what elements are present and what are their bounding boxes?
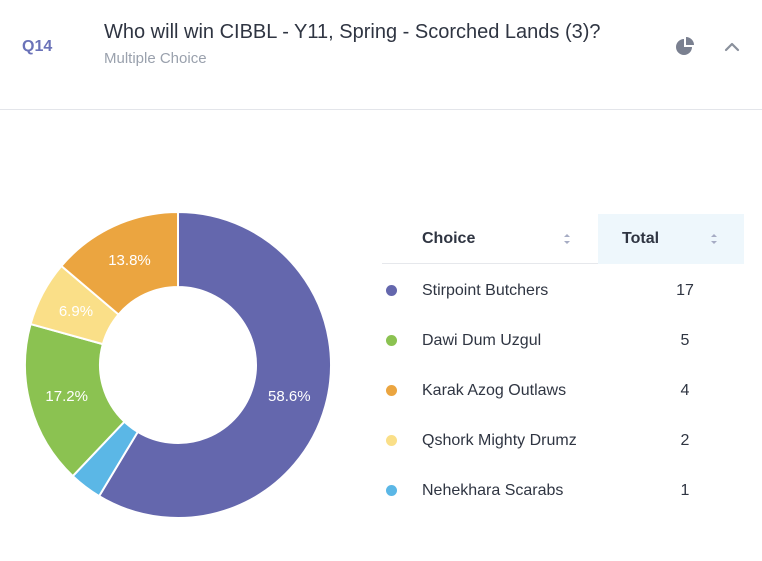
donut-chart: 58.6% 17.2% 6.9% 13.8% bbox=[18, 205, 338, 525]
legend-dot bbox=[386, 385, 397, 396]
slice-label: 58.6% bbox=[268, 388, 311, 405]
table-header: Choice Total bbox=[382, 214, 744, 264]
choice-total: 17 bbox=[676, 282, 694, 299]
choice-label: Dawi Dum Uzgul bbox=[422, 332, 542, 349]
question-number: Q14 bbox=[22, 38, 53, 55]
slice-label: 13.8% bbox=[108, 252, 151, 269]
pie-slice[interactable] bbox=[59, 210, 179, 316]
choice-label: Qshork Mighty Drumz bbox=[422, 432, 577, 449]
donut-chart-svg: 58.6% 17.2% 6.9% 13.8% bbox=[24, 210, 332, 519]
choice-label: Karak Azog Outlaws bbox=[422, 382, 567, 399]
column-header-choice[interactable]: Choice bbox=[422, 230, 476, 247]
legend-dot bbox=[386, 335, 397, 346]
table-row: Dawi Dum Uzgul 5 bbox=[382, 314, 744, 364]
choice-label: Nehekhara Scarabs bbox=[422, 482, 564, 499]
table-row: Karak Azog Outlaws 4 bbox=[382, 364, 744, 414]
pie-chart-icon[interactable] bbox=[674, 36, 696, 58]
question-title: Who will win CIBBL - Y11, Spring - Scorc… bbox=[104, 21, 601, 43]
choice-total: 2 bbox=[680, 432, 690, 449]
total-column-highlight bbox=[598, 214, 744, 264]
question-type: Multiple Choice bbox=[104, 50, 207, 67]
legend-dot bbox=[386, 485, 397, 496]
choice-total: 5 bbox=[680, 332, 690, 349]
choice-total: 1 bbox=[680, 482, 690, 499]
pie-slice[interactable] bbox=[97, 210, 332, 519]
results-table: Choice Total Stirpoint Butchers 17 Dawi Du… bbox=[382, 214, 744, 514]
column-header-total[interactable]: Total bbox=[622, 230, 660, 247]
table-row: Stirpoint Butchers 17 bbox=[382, 264, 744, 314]
pie-slice[interactable] bbox=[24, 322, 126, 478]
slice-label: 17.2% bbox=[45, 388, 88, 405]
slice-label: 6.9% bbox=[59, 303, 93, 320]
sort-icon[interactable] bbox=[562, 231, 572, 247]
legend-dot bbox=[386, 285, 397, 296]
legend-dot bbox=[386, 435, 397, 446]
table-row: Qshork Mighty Drumz 2 bbox=[382, 414, 744, 464]
table-body: Stirpoint Butchers 17 Dawi Dum Uzgul 5 Karak… bbox=[382, 264, 744, 514]
question-header: Q14 Who will win CIBBL - Y11, Spring - S… bbox=[0, 0, 762, 110]
sort-icon[interactable] bbox=[709, 231, 719, 247]
table-row: Nehekhara Scarabs 1 bbox=[382, 464, 744, 514]
choice-label: Stirpoint Butchers bbox=[422, 282, 549, 299]
choice-total: 4 bbox=[680, 382, 690, 399]
chevron-up-icon[interactable] bbox=[721, 36, 743, 58]
